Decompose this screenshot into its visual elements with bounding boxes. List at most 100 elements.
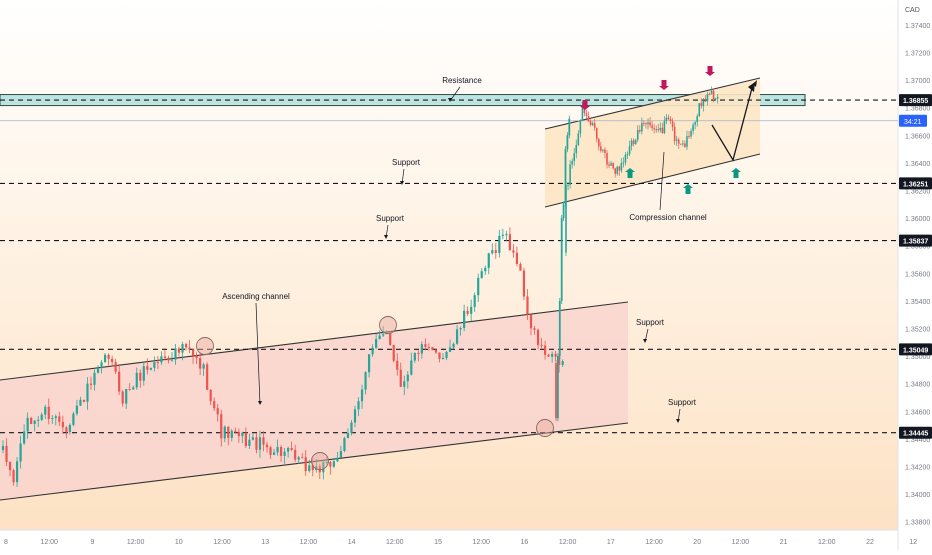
- price-tick-label: 1.35000: [905, 354, 930, 361]
- candle-body: [367, 354, 371, 373]
- candle-body: [551, 353, 554, 357]
- time-tick-label: 12:00: [645, 539, 663, 546]
- down-arrow-icon: [580, 100, 590, 110]
- time-tick-label: 12:00: [732, 539, 750, 546]
- channel-touch-circle[interactable]: [311, 452, 329, 470]
- candle-body: [135, 372, 138, 388]
- candle-body: [466, 310, 469, 314]
- candle-body: [519, 263, 522, 271]
- candle-body: [237, 431, 240, 437]
- candle-body: [477, 277, 480, 296]
- candle-body: [111, 358, 114, 363]
- candle-body: [565, 185, 567, 253]
- projection-path[interactable]: [711, 87, 753, 162]
- candle-body: [659, 127, 662, 131]
- candle-body: [634, 139, 637, 144]
- price-label-text: 1.34445: [903, 431, 928, 438]
- candle-body: [686, 136, 688, 147]
- price-tick-label: 1.36800: [905, 106, 930, 113]
- candle-body: [30, 417, 33, 424]
- candle-body: [571, 161, 573, 165]
- candle-body: [213, 401, 216, 409]
- candle-body: [704, 100, 707, 102]
- resistance-arrow-down[interactable]: [580, 100, 590, 110]
- candle-body: [248, 439, 251, 446]
- candle-body: [628, 145, 631, 155]
- support-arrow-up[interactable]: [683, 184, 693, 194]
- candle-body: [651, 125, 653, 129]
- candle-body: [688, 136, 690, 138]
- candle-body: [700, 103, 703, 107]
- candle-body: [583, 105, 586, 114]
- candle-body: [209, 389, 212, 402]
- channel-touch-circle[interactable]: [379, 316, 397, 334]
- candle-body: [276, 446, 279, 453]
- candle-body: [714, 98, 717, 100]
- price-tick-label: 1.34800: [905, 382, 930, 389]
- price-labels: 1.36855 1.36251 1.35837 1.35049 1.34445 34:21: [899, 94, 932, 439]
- support-label: Support: [392, 158, 421, 167]
- candle-body: [230, 430, 233, 438]
- candle-body: [301, 457, 304, 459]
- candle-body: [682, 143, 684, 145]
- candle-body: [677, 139, 680, 144]
- candle-body: [647, 122, 649, 125]
- candle-body: [547, 354, 550, 357]
- candle-body: [438, 352, 441, 359]
- current-price-tag: [899, 114, 927, 127]
- candle-body: [636, 129, 639, 140]
- candle-body: [494, 250, 497, 253]
- ascending-channel-lower-line[interactable]: [0, 422, 629, 501]
- compression-channel[interactable]: [545, 78, 760, 207]
- price-label-text: 1.35049: [903, 347, 928, 354]
- compression-channel-lower-line[interactable]: [544, 153, 761, 208]
- support-arrow-up[interactable]: [625, 168, 635, 178]
- candle-body: [311, 465, 314, 470]
- candle-body: [441, 358, 445, 360]
- candle-body: [641, 122, 643, 132]
- candle-body: [329, 461, 332, 467]
- candle-body: [589, 121, 592, 125]
- ascending-channel[interactable]: [0, 302, 628, 500]
- candle-body: [149, 367, 152, 370]
- candle-body: [487, 253, 490, 268]
- candle-body: [543, 345, 547, 355]
- candle-body: [567, 184, 569, 186]
- candles-layer: [1, 86, 719, 488]
- candle-body: [378, 335, 381, 340]
- candle-body: [23, 431, 26, 444]
- candle-body: [675, 139, 678, 141]
- patterns-layer: [0, 77, 761, 501]
- time-axis: 8 12:00 9 12:00 10 12:00 13 12:00 14 12:00 15 12:00…: [4, 539, 917, 546]
- time-tick-label: 12:00: [213, 539, 231, 546]
- resistance-arrow-down[interactable]: [659, 80, 669, 90]
- ascending-channel-upper-line[interactable]: [0, 301, 629, 381]
- down-arrow-icon: [659, 80, 669, 90]
- candle-body: [671, 121, 674, 127]
- price-tick-label: 1.36600: [905, 133, 930, 140]
- time-tick-label: 12:00: [472, 539, 490, 546]
- price-label-tag: [899, 426, 932, 439]
- candle-body: [61, 421, 64, 428]
- time-tick-label: 10: [175, 539, 183, 546]
- candle-body: [315, 466, 318, 470]
- support-arrow-up[interactable]: [731, 168, 741, 178]
- currency-label: CAD: [905, 7, 920, 14]
- candle-body: [606, 152, 608, 165]
- candle-body: [234, 430, 237, 432]
- channel-touch-circle[interactable]: [536, 419, 554, 437]
- candle-body: [484, 267, 487, 272]
- price-label-tag: [899, 343, 932, 356]
- annotation-arrowhead-icon: [384, 235, 388, 239]
- candle-body: [653, 128, 655, 130]
- candle-body: [420, 344, 423, 354]
- candle-body: [554, 353, 557, 357]
- candle-body: [68, 424, 71, 432]
- resistance-arrow-down[interactable]: [705, 66, 715, 76]
- candle-body: [669, 118, 672, 122]
- channel-touch-circle[interactable]: [196, 337, 214, 355]
- time-tick-label: 15: [434, 539, 442, 546]
- candle-body: [712, 90, 715, 99]
- candle-body: [89, 383, 93, 385]
